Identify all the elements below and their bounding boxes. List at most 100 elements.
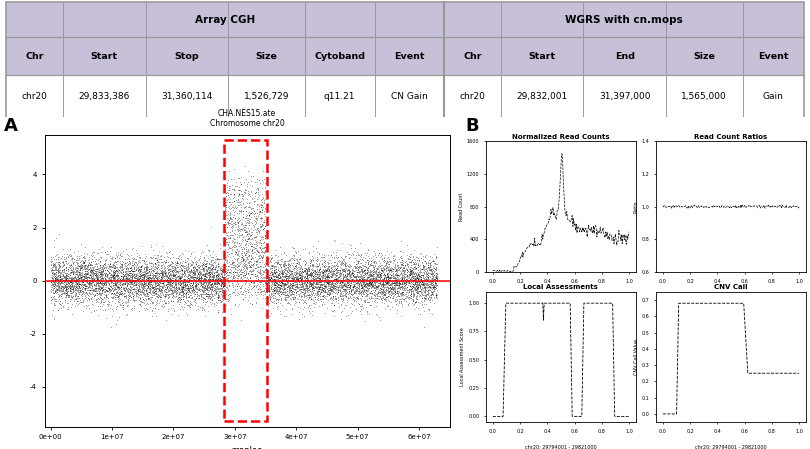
Point	[60, 276, 73, 283]
Point	[203, 270, 216, 277]
Point	[237, 269, 249, 276]
Point	[271, 273, 284, 280]
Point	[136, 262, 149, 269]
Point	[91, 275, 104, 282]
Point	[183, 267, 196, 274]
Point	[262, 278, 275, 285]
Point	[198, 260, 211, 268]
Point	[120, 280, 133, 287]
Point	[78, 281, 91, 288]
Point	[134, 291, 147, 298]
Point	[110, 279, 123, 286]
Point	[280, 294, 293, 301]
Point	[275, 282, 288, 290]
Point	[167, 289, 180, 296]
Point	[171, 285, 184, 292]
Point	[273, 291, 286, 298]
Point	[226, 227, 239, 234]
Point	[260, 286, 273, 294]
Point	[252, 278, 265, 286]
Point	[78, 259, 91, 266]
Point	[243, 259, 256, 266]
Point	[427, 274, 440, 282]
Point	[421, 283, 434, 290]
Point	[390, 292, 403, 299]
Point	[377, 291, 390, 298]
Point	[113, 291, 126, 298]
Point	[104, 263, 117, 270]
Point	[110, 277, 123, 284]
Point	[356, 276, 369, 283]
Point	[139, 306, 151, 313]
Point	[134, 266, 147, 273]
Point	[285, 280, 298, 287]
Point	[382, 273, 394, 280]
Point	[225, 276, 238, 283]
Point	[413, 282, 426, 289]
Point	[425, 294, 438, 301]
Point	[49, 267, 62, 274]
Point	[353, 276, 366, 283]
Point	[185, 273, 198, 280]
Point	[384, 273, 397, 281]
Point	[351, 294, 364, 301]
Point	[265, 286, 278, 293]
Point	[109, 281, 122, 288]
Point	[358, 277, 371, 285]
Point	[94, 276, 107, 283]
Point	[180, 261, 193, 268]
Point	[94, 293, 107, 300]
Point	[195, 292, 208, 299]
Point	[299, 281, 312, 288]
Point	[58, 279, 71, 286]
Point	[117, 306, 130, 313]
Point	[339, 283, 352, 290]
Point	[370, 299, 383, 306]
Point	[360, 263, 373, 270]
Point	[392, 276, 405, 283]
Point	[130, 250, 143, 257]
Text: chr20: chr20	[22, 92, 48, 101]
Point	[269, 279, 282, 286]
Point	[155, 303, 168, 310]
Point	[330, 266, 343, 273]
Point	[275, 278, 288, 286]
Point	[245, 291, 258, 298]
Point	[214, 263, 227, 270]
Point	[104, 276, 117, 283]
Point	[373, 273, 386, 280]
Point	[264, 265, 277, 272]
Point	[58, 273, 70, 281]
Point	[182, 286, 195, 293]
Point	[138, 278, 151, 285]
Point	[206, 283, 219, 291]
Point	[256, 208, 269, 216]
Point	[344, 275, 357, 282]
Point	[382, 278, 395, 286]
Point	[398, 296, 411, 304]
Point	[153, 289, 166, 296]
Point	[49, 264, 62, 272]
Point	[204, 284, 217, 291]
Point	[354, 280, 367, 287]
Point	[99, 257, 112, 264]
Point	[339, 313, 352, 320]
Point	[259, 273, 272, 281]
Point	[425, 281, 438, 288]
Point	[73, 275, 86, 282]
Point	[312, 291, 325, 298]
Point	[206, 280, 219, 287]
Point	[279, 264, 292, 272]
Point	[113, 292, 126, 299]
Point	[177, 282, 190, 289]
Point	[88, 308, 101, 315]
Point	[370, 276, 383, 283]
Point	[216, 279, 229, 286]
Point	[430, 281, 443, 288]
Point	[116, 274, 129, 281]
Point	[51, 282, 64, 289]
Point	[366, 256, 379, 263]
Point	[84, 273, 97, 281]
Point	[60, 275, 73, 282]
Point	[391, 272, 404, 279]
